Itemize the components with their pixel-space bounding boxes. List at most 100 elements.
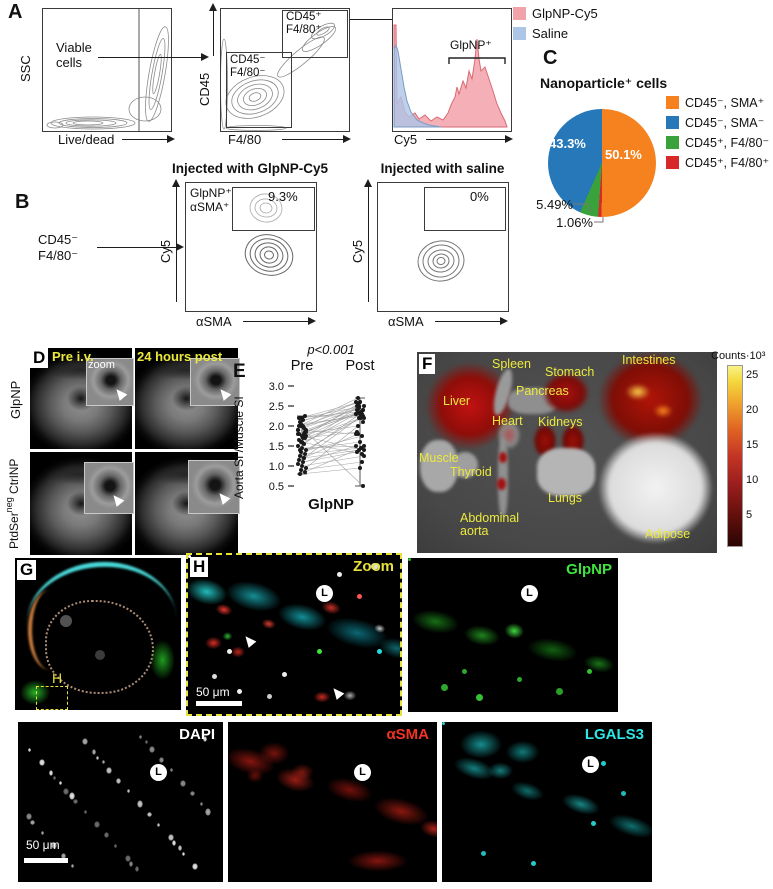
nucleus-dot bbox=[104, 832, 109, 838]
legend-swatch-saline bbox=[513, 27, 526, 40]
panel-g-letter: G bbox=[17, 560, 37, 580]
legend-swatch-green bbox=[666, 136, 679, 149]
e-xlabel: GlpNP bbox=[308, 496, 354, 513]
contour-graphics-glpnp bbox=[244, 193, 294, 276]
roi-label-h: H bbox=[52, 670, 63, 686]
x-axis-arrow-icon bbox=[426, 135, 513, 143]
panel-d-mri-grid: zoom D Pre i.v. 24 hours post bbox=[30, 348, 240, 555]
nucleus-dot bbox=[134, 866, 140, 872]
organ-stomach bbox=[542, 372, 590, 414]
panel-b-letter: B bbox=[15, 191, 30, 213]
nucleus-dot bbox=[167, 834, 174, 842]
nucleus-dot bbox=[190, 790, 195, 797]
pie-callout-red: 1.06% bbox=[556, 215, 593, 230]
lumen-marker: L bbox=[354, 764, 371, 781]
lumen-marker: L bbox=[582, 756, 599, 773]
panel-c-letter: C bbox=[543, 47, 558, 69]
axis-label-cd45: CD45 bbox=[197, 72, 212, 106]
lgals3-channel-label: LGALS3 bbox=[584, 726, 644, 743]
flow-plot-saline-injected bbox=[377, 182, 509, 312]
nucleus-dot bbox=[128, 861, 134, 867]
organ-label-abdominal-aorta: Abdominal aorta bbox=[460, 511, 520, 539]
organ-label-stomach: Stomach bbox=[545, 365, 595, 379]
colorbar bbox=[727, 365, 743, 547]
svg-text:1.5: 1.5 bbox=[269, 441, 284, 453]
gate-label-cd45neg: CD45⁻ F4/80⁻ bbox=[230, 54, 266, 80]
organ-label-muscle: Muscle bbox=[419, 451, 459, 465]
organ-label-lungs: Lungs bbox=[548, 491, 583, 505]
nucleus-dot bbox=[93, 821, 101, 829]
green-patch bbox=[20, 680, 50, 705]
legend-label-f480-pos: CD45⁺, F4/80⁺ bbox=[685, 156, 770, 170]
organ-label-spleen: Spleen bbox=[492, 357, 531, 371]
mri-row1-label: GlpNP bbox=[8, 380, 23, 419]
svg-text:2.5: 2.5 bbox=[269, 401, 284, 413]
nucleus-dot bbox=[48, 770, 54, 776]
category-label-post: Post bbox=[345, 358, 375, 374]
panel-h-letter: H bbox=[190, 557, 209, 577]
histogram-cy5 bbox=[392, 8, 512, 132]
inset-zoom-label: zoom bbox=[88, 359, 115, 371]
pie-callout-green: 5.49% bbox=[536, 197, 573, 212]
nucleus-dot bbox=[28, 747, 32, 752]
pie-leader-lines bbox=[573, 203, 604, 223]
colorbar-tick: 20 bbox=[746, 404, 759, 416]
x-axis-arrow-icon bbox=[243, 317, 316, 325]
aorta-signal-spot bbox=[497, 478, 506, 490]
nucleus-dot bbox=[71, 864, 75, 869]
contour-graphics-viability bbox=[46, 9, 169, 131]
lumen-marker: L bbox=[521, 585, 538, 602]
nucleus-dot bbox=[124, 854, 131, 862]
nucleus-dot bbox=[73, 798, 78, 805]
category-label-pre: Pre bbox=[290, 358, 314, 374]
svg-text:1.0: 1.0 bbox=[269, 461, 284, 473]
gate-box-cd45pos bbox=[282, 10, 348, 58]
legend-label-sma-neg: CD45⁻, SMA⁻ bbox=[685, 116, 765, 130]
dapi-nuclei-scatter bbox=[18, 722, 223, 882]
nucleus-dot bbox=[159, 757, 165, 763]
nucleus-dot bbox=[138, 734, 142, 739]
svg-text:2.0: 2.0 bbox=[269, 421, 284, 433]
nucleus-dot bbox=[59, 781, 62, 786]
gate-box-saline bbox=[424, 187, 506, 231]
pie-title: Nanoparticle⁺ cells bbox=[540, 75, 668, 91]
nucleus-dot bbox=[106, 766, 113, 774]
glpnp-band-texture bbox=[408, 587, 618, 689]
nucleus-dot bbox=[38, 758, 45, 766]
pvalue-label: p<0.001 bbox=[307, 342, 355, 357]
organ-lungs bbox=[537, 448, 595, 496]
organ-label-adipose: Adipose bbox=[645, 527, 691, 541]
nucleus-dot bbox=[81, 738, 88, 746]
nucleus-dot bbox=[50, 842, 57, 850]
mri-col2-title: 24 hours post bbox=[137, 349, 223, 364]
organ-label-intestines: Intestines bbox=[622, 353, 676, 367]
gate-percent-glpnp: 9.3% bbox=[268, 189, 298, 204]
nucleus-dot bbox=[91, 749, 97, 755]
organ-fluorescence-image: F Spleen Stomach Intestines Liver Pancre… bbox=[417, 352, 717, 553]
colorbar-tick: 25 bbox=[746, 369, 759, 381]
legend-row-sma-neg: CD45⁻, SMA⁻ bbox=[666, 115, 769, 130]
nucleus-dot bbox=[95, 755, 99, 760]
legend-swatch-orange bbox=[666, 96, 679, 109]
nucleus-dot bbox=[204, 808, 211, 816]
legend-row-saline: Saline bbox=[513, 26, 598, 41]
nucleus-dot bbox=[169, 768, 173, 773]
legend-swatch-blue bbox=[666, 116, 679, 129]
mri-inset-zoom-4 bbox=[188, 460, 240, 514]
mri-row2-label: PtdSerneg CtrlNP bbox=[4, 452, 21, 555]
panel-d-letter: D bbox=[30, 348, 49, 368]
nucleus-dot bbox=[202, 736, 208, 742]
nucleus-dot bbox=[149, 746, 156, 754]
nucleus-dot bbox=[83, 810, 87, 814]
zoom-tag: Zoom bbox=[353, 558, 394, 575]
orange-arc bbox=[28, 590, 72, 670]
mri-inset-zoom-1 bbox=[86, 358, 134, 406]
nucleus-dot bbox=[147, 811, 152, 818]
organ-muscle bbox=[420, 440, 458, 492]
histogram-graphics bbox=[393, 24, 508, 128]
dapi-channel-image: DAPI L 50 μm bbox=[18, 722, 223, 882]
svg-text:0.5: 0.5 bbox=[269, 481, 284, 493]
nucleus-dot bbox=[69, 792, 76, 800]
gray-blob bbox=[95, 650, 105, 660]
organ-intestines bbox=[598, 352, 703, 447]
